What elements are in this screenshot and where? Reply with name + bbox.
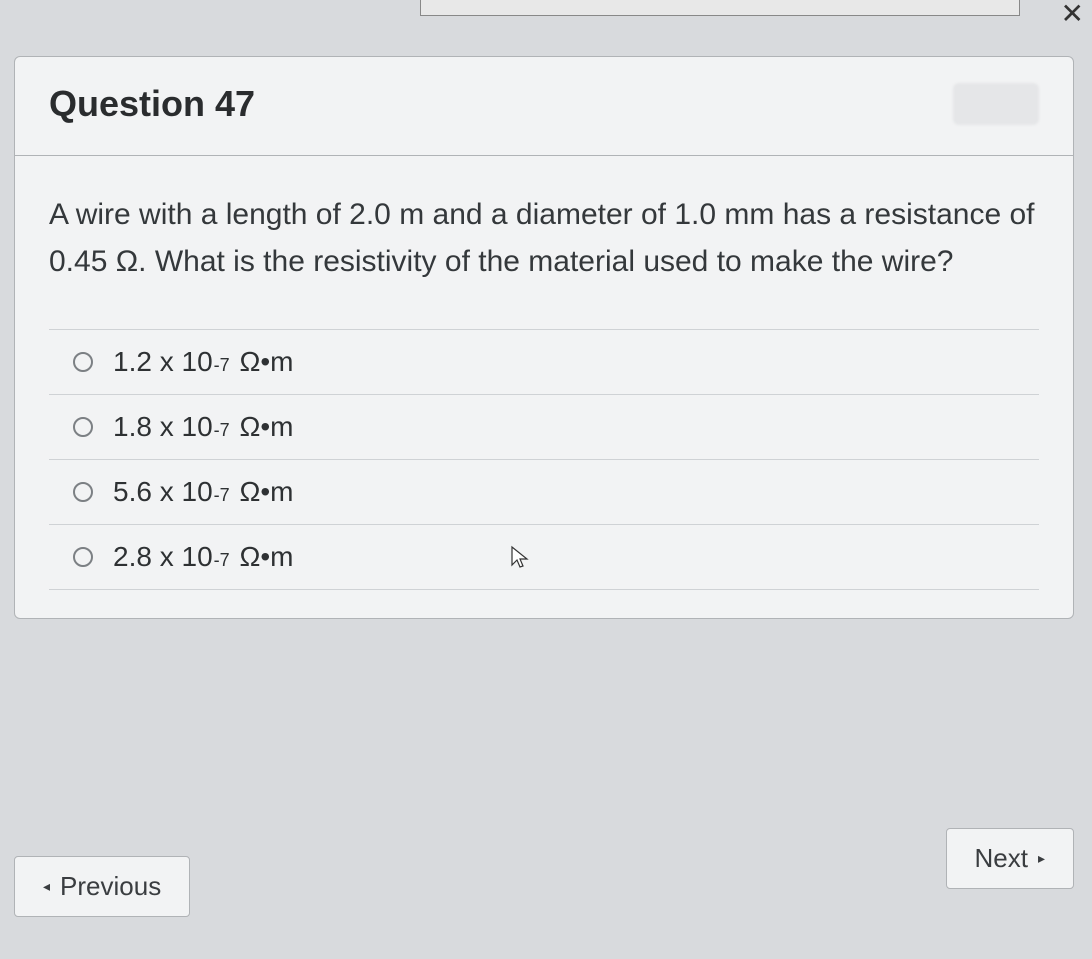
question-body: A wire with a length of 2.0 m and a diam… [15,156,1073,618]
nav-row: ◂ Previous Next ▸ [14,856,1074,917]
option-label: 2.8 x 10-7 Ω•m [113,541,294,573]
question-card: Question 47 A wire with a length of 2.0 … [14,56,1074,619]
option-label: 5.6 x 10-7 Ω•m [113,476,294,508]
radio-icon [73,482,93,502]
option-label: 1.2 x 10-7 Ω•m [113,346,294,378]
question-title: Question 47 [49,83,255,125]
close-icon[interactable]: ✕ [1061,0,1084,28]
options-list: 1.2 x 10-7 Ω•m 1.8 x 10-7 Ω•m 5.6 x 10-7… [49,329,1039,590]
radio-icon [73,417,93,437]
option-a[interactable]: 1.2 x 10-7 Ω•m [49,329,1039,394]
triangle-left-icon: ◂ [43,878,50,895]
next-label: Next [975,843,1028,874]
points-indicator [953,83,1039,125]
radio-icon [73,547,93,567]
previous-label: Previous [60,871,161,902]
previous-button[interactable]: ◂ Previous [14,856,190,917]
top-toolbar-fragment [420,0,1020,16]
option-c[interactable]: 5.6 x 10-7 Ω•m [49,459,1039,524]
triangle-right-icon: ▸ [1038,850,1045,867]
option-d[interactable]: 2.8 x 10-7 Ω•m [49,524,1039,590]
question-text: A wire with a length of 2.0 m and a diam… [49,192,1039,285]
radio-icon [73,352,93,372]
option-b[interactable]: 1.8 x 10-7 Ω•m [49,394,1039,459]
option-label: 1.8 x 10-7 Ω•m [113,411,294,443]
next-button[interactable]: Next ▸ [946,828,1075,889]
question-header: Question 47 [15,57,1073,156]
